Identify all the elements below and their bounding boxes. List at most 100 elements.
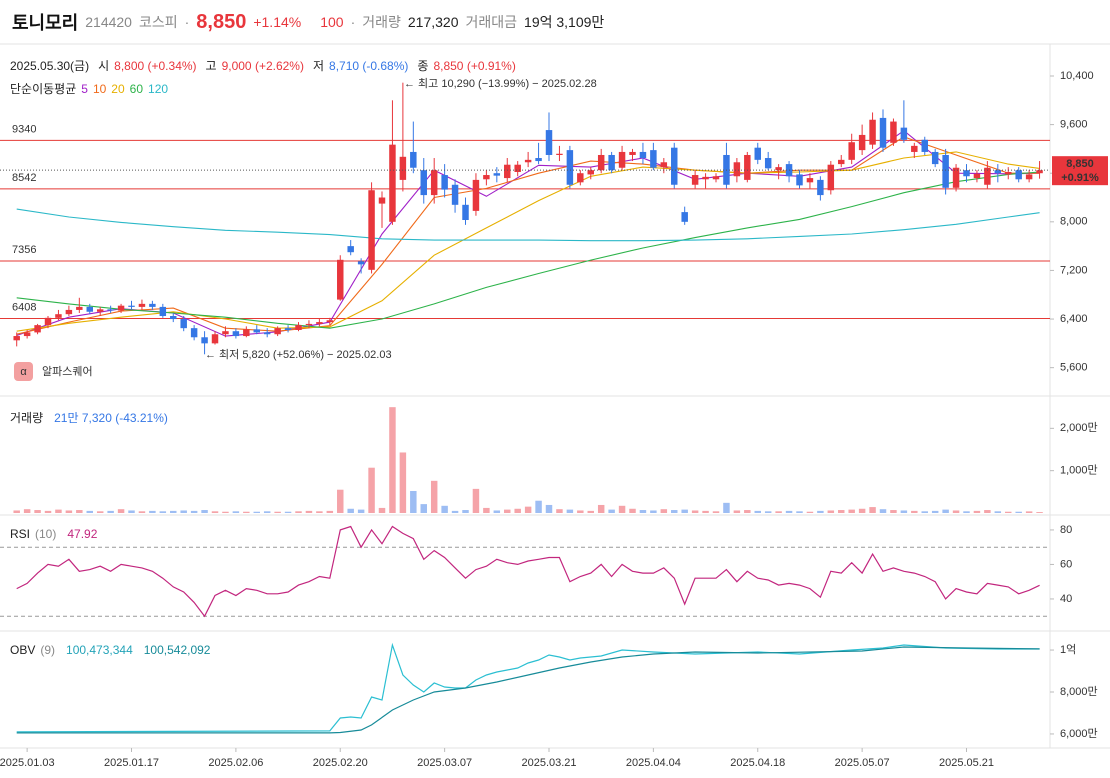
candle-body	[712, 176, 720, 180]
volume-bar	[295, 511, 302, 513]
volume-label: 거래량	[362, 14, 401, 30]
candle-body	[170, 316, 177, 320]
volume-bar	[1015, 511, 1022, 513]
volume-bar	[472, 488, 480, 513]
turnover: 19억 3,109만	[524, 14, 605, 30]
obv-title: OBV	[10, 643, 36, 657]
volume-bar	[973, 510, 981, 513]
candle-body	[368, 190, 375, 270]
candle-body	[566, 150, 574, 185]
x-tick-label: 2025.01.17	[104, 757, 159, 769]
annotation: ← 최고 10,290 (−13.99%) − 2025.02.28	[404, 77, 597, 90]
close: 8,850 (+0.91%)	[433, 59, 516, 73]
candle-body	[942, 154, 949, 188]
candle-body	[472, 179, 480, 211]
candle-body	[222, 331, 229, 335]
ma-line	[16, 130, 1040, 337]
obv-period: (9)	[40, 643, 56, 657]
candle-body	[149, 303, 156, 307]
volume-bar	[149, 510, 156, 513]
x-tick-label: 2025.03.07	[417, 757, 472, 769]
x-tick-label: 2025.03.21	[521, 757, 576, 769]
volume-bar	[211, 511, 219, 513]
stock-code: 214420	[85, 14, 132, 30]
volume-bar	[1036, 512, 1043, 513]
watermark: 알파스퀘어	[42, 364, 93, 378]
candle-body	[754, 147, 761, 160]
volume-bar	[817, 510, 824, 513]
line	[16, 646, 1040, 734]
candle-body	[1015, 170, 1022, 180]
line	[16, 525, 1040, 618]
volume-bar	[514, 508, 521, 513]
candle-body	[451, 184, 459, 205]
volume-bar	[963, 511, 970, 513]
candle-body	[629, 151, 636, 155]
volume-bar	[180, 510, 187, 513]
candle-body	[764, 158, 772, 169]
volume-bar	[597, 504, 605, 513]
candle-body	[702, 176, 709, 180]
low: 8,710 (-0.68%)	[329, 59, 409, 73]
volume-bar	[723, 502, 730, 513]
volume-bar	[942, 509, 949, 513]
ma-title: 단순이동평균	[10, 82, 77, 96]
volume-bar	[618, 505, 626, 513]
x-tick-label: 2025.05.07	[835, 757, 890, 769]
rsi-title: RSI	[10, 527, 31, 541]
level-label: 8542	[12, 172, 36, 184]
volume-bar	[170, 510, 177, 513]
high-label: 고	[205, 59, 217, 73]
candle-body	[639, 151, 647, 159]
candle-body	[305, 323, 313, 326]
volume-title: 거래량	[10, 411, 44, 425]
volume-bar	[190, 510, 198, 513]
volume-bar	[326, 510, 334, 513]
legend-entry: 20	[111, 82, 125, 96]
ma-line	[16, 171, 1040, 329]
volume-bar	[545, 504, 553, 513]
candle-body	[326, 320, 334, 323]
watermark-icon-text: α	[20, 366, 27, 378]
volume-bar	[159, 511, 167, 513]
volume-bar	[535, 500, 542, 513]
volume-bar	[34, 510, 41, 513]
volume-bar	[462, 510, 469, 513]
rsi-value: 47.92	[67, 527, 98, 541]
volume-bar	[775, 511, 782, 513]
volume-bar	[587, 510, 594, 513]
volume-bar	[378, 507, 386, 513]
candle-body	[357, 261, 365, 265]
volume-bar	[107, 510, 114, 513]
ma-legend: 단순이동평균 5 10 20 60 120	[10, 80, 168, 97]
y-tick-label: 6,400	[1060, 313, 1088, 325]
volume-bar	[827, 510, 835, 513]
volume-bar	[577, 510, 584, 513]
y-tick-label: 5,600	[1060, 362, 1088, 374]
volume-bar	[347, 508, 354, 513]
volume-bar	[451, 510, 459, 513]
volume-bar	[900, 510, 908, 513]
volume-bar	[639, 510, 647, 513]
candle-body	[159, 306, 167, 317]
volume-bar	[754, 510, 761, 513]
obv-legend: OBV (9) 100,473,344 100,542,092	[10, 643, 210, 657]
candle-body	[211, 334, 219, 344]
volume-bar	[712, 511, 720, 513]
volume-bar	[931, 510, 939, 513]
separator: ·	[184, 14, 190, 30]
candle-body	[504, 164, 511, 179]
stock-name: 토니모리	[12, 13, 79, 33]
volume-bar	[284, 511, 292, 513]
volume-bar	[76, 510, 83, 513]
ma-line	[16, 151, 1040, 332]
candle-body	[263, 332, 271, 335]
volume-bar	[337, 489, 344, 513]
volume-bar	[410, 490, 417, 513]
rsi-legend: RSI (10) 47.92	[10, 527, 97, 541]
candle-body	[535, 158, 542, 162]
volume-bar	[796, 511, 803, 513]
volume-bar	[733, 510, 741, 513]
volume-bar	[650, 510, 657, 513]
volume-bar	[128, 510, 135, 513]
